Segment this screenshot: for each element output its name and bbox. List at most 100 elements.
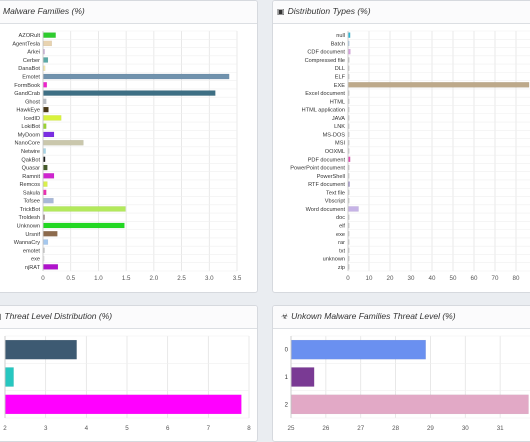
malware-families-panel: Malware Families (%) 0 0.5 1.0 1.5 2.0 2.5 3.0… xyxy=(0,0,258,293)
bar xyxy=(43,255,45,262)
category-label: PowerShell xyxy=(317,174,345,180)
category-label: EXE xyxy=(334,83,345,89)
bar xyxy=(348,214,350,220)
category-label: Batch xyxy=(331,41,345,47)
category-label: PowerPoint document xyxy=(290,166,345,172)
bar xyxy=(348,65,350,72)
category-label: Quasar xyxy=(22,166,40,172)
category-label: MSI xyxy=(335,141,345,147)
bar xyxy=(43,181,48,187)
x-tick-label: 6 xyxy=(166,425,170,432)
bar xyxy=(348,139,350,146)
bar xyxy=(348,40,350,47)
bar xyxy=(291,367,315,387)
unknown-threat-level-title: Unkown Malware Families Threat Level (%) xyxy=(291,311,456,321)
category-label: PDF document xyxy=(308,157,346,163)
category-label: Ursnif xyxy=(25,232,40,238)
category-label: txt xyxy=(339,248,345,254)
bar xyxy=(348,131,350,138)
bar xyxy=(348,206,359,212)
x-tick-label: 29 xyxy=(427,425,434,432)
malware-families-header: Malware Families (%) xyxy=(0,1,257,24)
bar xyxy=(43,197,54,204)
bar xyxy=(348,90,350,96)
category-label: DanaBot xyxy=(18,66,40,72)
category-label: Remcos xyxy=(19,182,40,188)
category-label: zip xyxy=(338,265,345,271)
bar xyxy=(348,32,351,38)
unknown-threat-level-header: ☣ Unkown Malware Families Threat Level (%… xyxy=(273,306,530,329)
bar xyxy=(291,394,529,415)
category-label: elf xyxy=(339,223,345,229)
bar xyxy=(43,32,56,38)
bar xyxy=(43,131,55,138)
bar xyxy=(5,394,242,415)
category-label: unknown xyxy=(323,257,345,263)
x-tick-label: 3.0 xyxy=(205,275,214,282)
category-label: njRAT xyxy=(25,265,41,271)
bar xyxy=(348,48,351,55)
x-tick-label: 28 xyxy=(392,425,399,432)
bar xyxy=(348,222,350,229)
bar xyxy=(348,115,350,121)
malware-families-title-wrap: Malware Families (%) xyxy=(3,6,85,16)
bar xyxy=(348,123,350,129)
category-label: HTML application xyxy=(302,108,345,114)
category-label: rar xyxy=(338,240,345,246)
x-tick-label: 1.5 xyxy=(122,275,131,282)
category-label: Excel document xyxy=(305,91,345,97)
x-tick-label: 60 xyxy=(471,275,478,282)
biohazard-icon: ☣ xyxy=(281,312,289,321)
category-label: 1 xyxy=(285,375,289,381)
category-label: Vbscript xyxy=(325,199,346,205)
bar xyxy=(43,189,47,196)
x-tick-label: 26 xyxy=(322,425,329,432)
category-label: LNK xyxy=(334,124,345,130)
category-label: AgentTesla xyxy=(12,41,41,47)
bar xyxy=(43,264,59,270)
bar xyxy=(43,148,46,154)
bar xyxy=(348,239,350,245)
x-tick-label: 3.5 xyxy=(233,275,242,282)
bar xyxy=(43,48,45,55)
x-tick-label: 31 xyxy=(497,425,504,432)
category-label: HTML xyxy=(330,99,345,105)
bar xyxy=(43,164,48,171)
bar xyxy=(348,82,530,88)
x-tick-label: 0.5 xyxy=(66,275,75,282)
unknown-threat-level-chart: 2526272829303132012 xyxy=(285,335,530,432)
bar xyxy=(43,115,62,121)
category-label: TrickBot xyxy=(20,207,41,213)
bar xyxy=(43,247,45,254)
bar xyxy=(43,65,46,72)
bar xyxy=(5,367,14,387)
bar xyxy=(348,156,351,163)
threat-level-title-wrap: ▮Threat Level Distribution (%) xyxy=(0,311,112,321)
bar xyxy=(348,73,350,80)
bar xyxy=(43,90,216,96)
malware-families-title: Malware Families (%) xyxy=(3,6,85,16)
distribution-types-title-wrap: ▣ Distribution Types (%) xyxy=(277,6,371,16)
x-tick-label: 30 xyxy=(462,425,469,432)
x-tick-label: 2 xyxy=(3,425,7,432)
x-tick-label: 0 xyxy=(346,275,350,282)
threat-level-header: ▮Threat Level Distribution (%) xyxy=(0,306,257,329)
x-tick-label: 0 xyxy=(41,275,45,282)
category-label: Unknown xyxy=(17,223,40,229)
category-label: IcedID xyxy=(24,116,40,122)
bar xyxy=(348,98,350,105)
category-label: Word document xyxy=(306,207,346,213)
bar xyxy=(43,230,58,237)
bar xyxy=(5,339,77,360)
x-tick-label: 40 xyxy=(429,275,436,282)
category-label: exe xyxy=(336,232,345,238)
category-label: Netwire xyxy=(21,149,40,155)
bar xyxy=(43,40,53,47)
x-tick-label: 80 xyxy=(513,275,520,282)
distribution-types-title: Distribution Types (%) xyxy=(287,6,371,16)
x-tick-label: 25 xyxy=(288,425,295,432)
bar xyxy=(43,73,230,80)
threat-level-title: Threat Level Distribution (%) xyxy=(4,311,113,321)
x-tick-label: 20 xyxy=(387,275,394,282)
bar-chart-icon: ▮ xyxy=(0,312,1,321)
